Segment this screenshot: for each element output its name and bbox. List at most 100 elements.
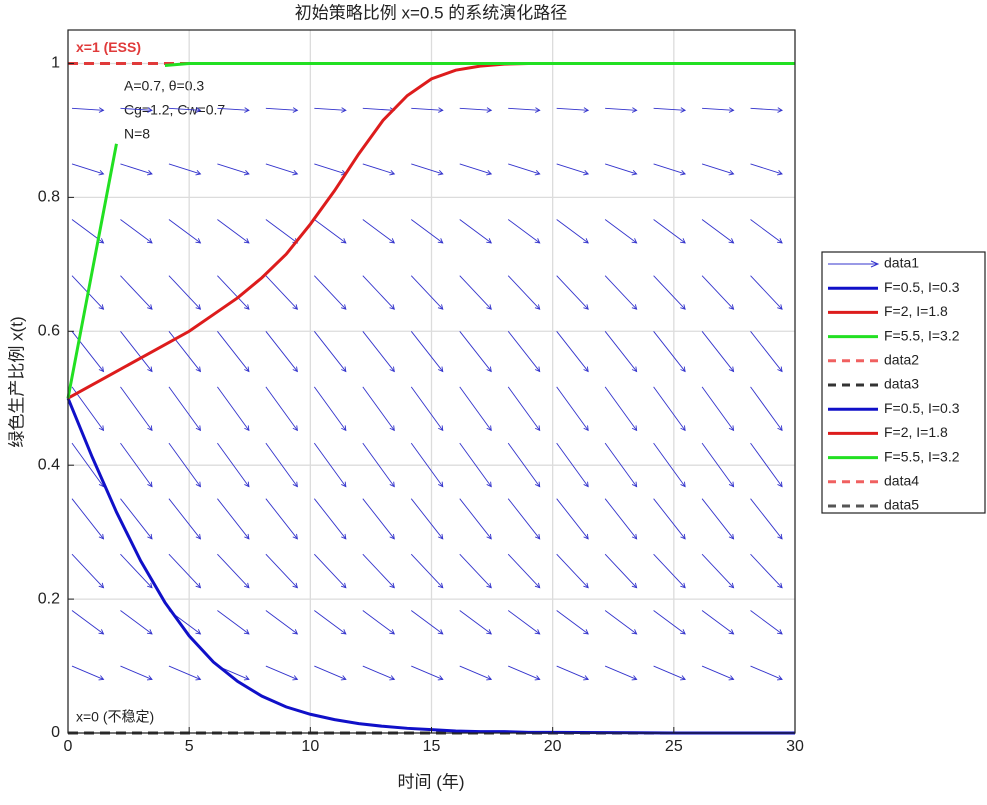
arrow-shaft — [362, 553, 395, 589]
arrow-shaft — [265, 331, 298, 372]
quiver-arrow — [750, 275, 783, 310]
arrow-shaft — [653, 219, 686, 244]
arrow-head — [437, 629, 444, 635]
arrow-head — [680, 582, 686, 589]
quiver-arrow — [120, 275, 153, 310]
quiver-arrow — [459, 610, 492, 635]
arrow-shaft — [459, 553, 492, 589]
arrow-shaft — [604, 219, 637, 244]
quiver-arrow — [411, 163, 444, 176]
arrow-head — [486, 366, 492, 373]
arrow-head — [437, 533, 444, 540]
quiver-arrow — [701, 442, 735, 488]
legend-label: data1 — [884, 255, 919, 271]
arrow-head — [292, 675, 299, 681]
arrow-shaft — [556, 442, 589, 487]
quiver-arrow — [410, 553, 444, 589]
legend-arrow-head — [870, 260, 880, 268]
arrow-shaft — [701, 665, 734, 680]
arrow-head — [389, 304, 395, 310]
quiver-arrow — [362, 331, 395, 373]
arrow-shaft — [265, 498, 298, 540]
arrow-head — [583, 582, 589, 589]
arrow-head — [631, 107, 638, 113]
arrow-head — [98, 304, 105, 310]
quiver-arrow — [71, 553, 105, 589]
arrow-head — [243, 675, 250, 681]
arrow-shaft — [120, 610, 153, 635]
arrow-head — [195, 107, 202, 113]
quiver-arrow — [314, 219, 347, 244]
quiver-arrow — [653, 610, 686, 635]
arrow-head — [438, 425, 444, 432]
quiver-arrow — [750, 442, 783, 488]
quiver-arrow — [217, 163, 250, 176]
quiver-arrow — [604, 610, 638, 635]
arrow-shaft — [168, 386, 201, 431]
quiver-arrow — [459, 553, 492, 589]
arrow-head — [583, 366, 589, 373]
arrow-head — [244, 366, 250, 373]
arrow-shaft — [507, 219, 540, 244]
legend-label: F=5.5, I=3.2 — [884, 327, 960, 343]
arrow-shaft — [653, 442, 686, 487]
x-tick-label: 5 — [185, 738, 194, 755]
arrow-shaft — [265, 275, 298, 310]
quiver-arrow — [556, 331, 589, 373]
arrow-head — [195, 304, 202, 310]
arrow-shaft — [507, 498, 541, 540]
arrow-shaft — [71, 107, 104, 111]
arrow-shaft — [265, 107, 298, 111]
quiver-arrow — [120, 386, 153, 432]
arrow-head — [341, 107, 347, 113]
quiver-arrow — [604, 275, 638, 310]
arrow-shaft — [750, 442, 783, 487]
arrow-head — [98, 425, 105, 432]
arrow-head — [534, 481, 541, 488]
arrow-shaft — [362, 498, 395, 540]
arrow-shaft — [362, 331, 395, 372]
arrow-head — [292, 629, 299, 635]
legend-label: data2 — [884, 352, 919, 368]
arrow-shaft — [120, 553, 153, 589]
arrow-head — [340, 238, 347, 244]
arrow-head — [777, 533, 783, 540]
arrow-shaft — [605, 107, 637, 111]
arrow-head — [146, 238, 153, 244]
arrow-head — [680, 533, 686, 540]
quiver-arrow — [314, 610, 347, 635]
arrow-head — [389, 366, 395, 373]
arrow-head — [728, 481, 735, 488]
quiver-arrow — [410, 219, 444, 244]
arrow-shaft — [120, 275, 153, 310]
quiver-arrow — [459, 331, 492, 373]
arrow-head — [486, 481, 492, 488]
legend-label: data4 — [884, 473, 919, 489]
arrow-shaft — [750, 498, 783, 540]
arrow-head — [292, 533, 298, 540]
arrow-head — [292, 582, 299, 589]
arrow-head — [98, 533, 105, 540]
quiver-arrow — [120, 665, 153, 681]
quiver-arrow — [168, 331, 202, 373]
quiver-arrow — [168, 107, 202, 113]
quiver-arrow — [313, 498, 347, 540]
arrow-shaft — [750, 107, 783, 111]
arrow-shaft — [120, 331, 153, 372]
quiver-arrow — [604, 498, 638, 540]
arrow-head — [292, 425, 298, 432]
quiver-arrow — [507, 498, 541, 540]
arrow-head — [244, 533, 250, 540]
arrow-head — [98, 675, 105, 681]
arrow-shaft — [265, 163, 298, 175]
arrow-shaft — [362, 107, 395, 111]
arrow-shaft — [411, 665, 443, 680]
arrow-shaft — [604, 331, 637, 372]
arrow-head — [583, 304, 589, 310]
arrow-shaft — [701, 498, 734, 540]
arrow-shaft — [507, 331, 541, 372]
arrow-head — [340, 304, 347, 310]
quiver-arrow — [701, 610, 735, 635]
quiver-arrow — [217, 107, 250, 113]
x-tick-label: 30 — [786, 738, 804, 755]
